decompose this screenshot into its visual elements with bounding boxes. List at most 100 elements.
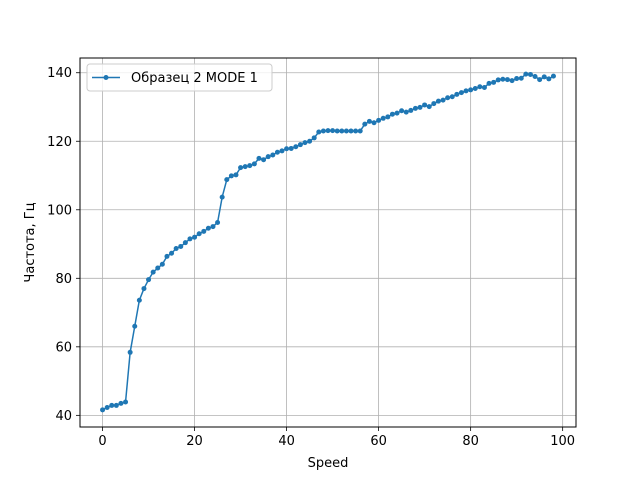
data-point xyxy=(187,236,193,242)
data-point xyxy=(417,104,423,110)
data-point xyxy=(380,115,386,121)
data-point xyxy=(348,128,354,134)
data-point xyxy=(210,224,216,230)
plot-frame xyxy=(79,57,577,428)
x-tick-label: 20 xyxy=(186,434,203,449)
data-point xyxy=(164,253,170,259)
data-point xyxy=(504,77,510,83)
data-point xyxy=(150,269,156,275)
data-point xyxy=(104,404,110,410)
data-point xyxy=(311,135,317,141)
data-point xyxy=(173,246,179,251)
data-point xyxy=(394,110,400,116)
data-point xyxy=(357,128,363,134)
data-point xyxy=(403,109,409,115)
grid-lines xyxy=(80,58,576,427)
legend-marker-swatch xyxy=(103,75,109,80)
data-point xyxy=(302,140,308,146)
data-point xyxy=(288,145,294,151)
series-layer xyxy=(100,71,556,413)
data-point xyxy=(205,225,211,231)
data-point xyxy=(228,173,234,179)
x-axis-label: Speed xyxy=(308,456,349,471)
data-point xyxy=(247,163,253,169)
data-point xyxy=(495,77,501,83)
y-tick-label: 40 xyxy=(55,409,72,424)
data-point xyxy=(316,129,322,135)
data-point xyxy=(435,98,441,104)
data-point xyxy=(426,104,432,110)
x-tick-label: 60 xyxy=(370,434,387,449)
data-point xyxy=(440,97,446,103)
data-point xyxy=(463,88,469,94)
data-point xyxy=(537,77,543,83)
data-point xyxy=(477,84,483,90)
data-point xyxy=(123,399,129,405)
data-point xyxy=(546,76,552,82)
axis-ticks: 0 20 40 60 80 100 40 60 80 100 120 140 xyxy=(47,66,575,449)
data-point xyxy=(334,128,340,134)
data-point xyxy=(330,128,336,134)
data-point xyxy=(113,402,119,408)
data-point xyxy=(270,152,276,158)
y-tick-label: 60 xyxy=(55,340,72,355)
data-point xyxy=(541,74,547,80)
data-point xyxy=(491,79,497,85)
data-point xyxy=(136,297,142,303)
data-point xyxy=(141,286,147,292)
y-tick-label: 100 xyxy=(47,203,72,218)
data-point xyxy=(219,194,225,200)
data-point xyxy=(238,165,244,171)
y-tick-label: 120 xyxy=(47,135,72,150)
data-point xyxy=(293,144,299,150)
data-point xyxy=(274,149,280,155)
data-point xyxy=(422,102,428,108)
x-tick-label: 40 xyxy=(278,434,295,449)
data-point xyxy=(224,177,230,183)
legend: Образец 2 MODE 1 xyxy=(86,63,273,92)
data-point xyxy=(385,114,391,120)
data-point xyxy=(550,73,556,79)
data-point xyxy=(445,95,451,101)
legend-series-label: Образец 2 MODE 1 xyxy=(131,71,258,86)
data-point xyxy=(155,265,161,271)
data-point xyxy=(284,146,290,152)
data-point xyxy=(518,75,524,81)
data-point xyxy=(132,323,138,329)
data-point xyxy=(509,78,515,84)
data-point xyxy=(265,154,271,160)
data-point xyxy=(527,71,533,77)
data-point xyxy=(514,76,520,82)
data-point xyxy=(468,87,474,93)
data-point xyxy=(408,107,414,113)
data-point xyxy=(182,240,188,246)
data-point xyxy=(339,128,345,134)
data-point xyxy=(279,148,285,154)
data-point xyxy=(127,349,133,355)
data-point xyxy=(146,277,152,283)
data-point xyxy=(196,231,202,237)
data-point xyxy=(178,243,184,249)
data-point xyxy=(523,71,529,77)
data-point xyxy=(215,219,221,225)
data-point xyxy=(256,155,262,161)
data-point xyxy=(500,76,506,82)
data-point xyxy=(389,111,395,117)
data-point xyxy=(458,90,464,96)
y-tick-label: 80 xyxy=(55,272,72,287)
data-point xyxy=(192,234,198,240)
y-axis-label: Частота, Гц xyxy=(23,202,38,282)
data-point xyxy=(353,128,359,134)
data-point xyxy=(233,172,239,178)
data-point xyxy=(454,91,460,97)
y-tick-label: 140 xyxy=(47,66,72,81)
data-point xyxy=(320,128,326,134)
data-point xyxy=(412,105,418,111)
data-point xyxy=(449,94,455,100)
data-point xyxy=(486,80,492,86)
data-point xyxy=(431,101,437,107)
data-point xyxy=(325,128,331,134)
x-tick-label: 0 xyxy=(98,434,106,449)
data-point xyxy=(109,402,115,408)
